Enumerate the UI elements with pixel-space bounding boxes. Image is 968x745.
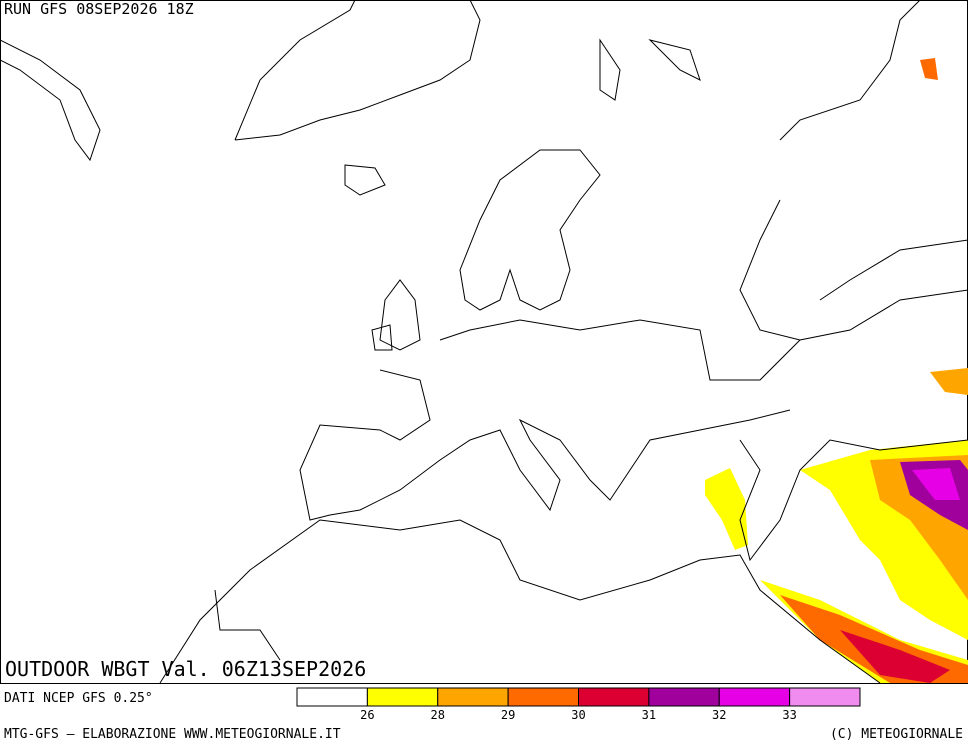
map-frame [0,0,968,684]
legend-box [296,687,368,707]
legend: 26 28 29 30 31 32 33 [296,687,861,722]
legend-box [578,687,650,707]
legend-tick-label: 29 [501,708,515,722]
coastlines [0,0,968,684]
footer-left: MTG-GFS — ELABORAZIONE WWW.METEOGIORNALE… [4,727,341,742]
source-label: DATI NCEP GFS 0.25° [4,691,153,706]
legend-box [366,687,439,707]
legend-box [789,687,861,707]
footer-right: (C) METEOGIORNALE [830,727,963,742]
legend-tick-label: 31 [642,708,656,722]
legend-box [437,687,509,707]
legend-tick-label: 30 [571,708,585,722]
legend-tick-label: 26 [360,708,374,722]
legend-tick-label: 32 [712,708,726,722]
legend-box [507,687,579,707]
run-label: RUN GFS 08SEP2026 18Z [4,0,194,18]
legend-box [718,687,791,707]
product-label: OUTDOOR WBGT Val. 06Z13SEP2026 [5,657,366,681]
legend-tick-label: 28 [431,708,445,722]
legend-tick-label: 33 [782,708,796,722]
legend-box [648,687,720,707]
heat-shading [705,58,968,683]
